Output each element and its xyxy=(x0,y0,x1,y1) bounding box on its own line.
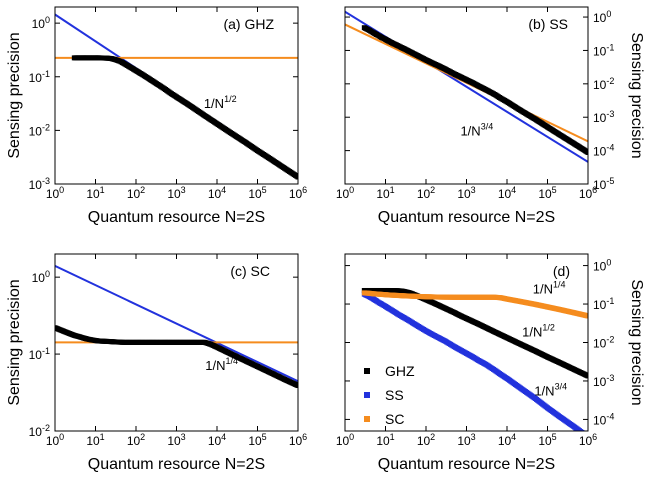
y-tick-label: 10-3 xyxy=(593,373,614,389)
data-point xyxy=(295,383,298,389)
y-axis-label: Sensing precision xyxy=(6,32,23,158)
y-axis-label: Sensing precision xyxy=(628,279,645,405)
x-tick-label: 104 xyxy=(498,185,516,201)
plot-area xyxy=(55,13,298,180)
x-tick-label: 106 xyxy=(289,432,307,448)
x-tick-label: 101 xyxy=(86,185,104,201)
panel-4: 100 101 102 103 104 105 106 10-4 10-3 10-2 10-1 100… xyxy=(336,253,645,473)
panel-3: 100 101 102 103 104 105 10610-210-1100Quantum … xyxy=(6,253,307,473)
series-ghz xyxy=(71,55,298,180)
panel-label: (a) GHZ xyxy=(223,16,274,32)
x-tick-label: 103 xyxy=(457,185,475,201)
data-point xyxy=(585,313,588,319)
x-tick-label: 100 xyxy=(46,432,64,448)
x-tick-label: 100 xyxy=(336,432,354,448)
x-tick-label: 106 xyxy=(289,185,307,201)
series-ss xyxy=(361,291,586,431)
panel-1: 100 101 102 103 104 105 10610-310-210-1100Quan… xyxy=(6,6,307,226)
series-sc xyxy=(55,325,298,389)
scaling-annotation: 1/N1/4 xyxy=(205,356,238,373)
x-tick-label: 105 xyxy=(538,185,556,201)
y-tick-label: 10-5 xyxy=(593,176,614,192)
legend-label: SC xyxy=(385,411,404,427)
y-axis-label: Sensing precision xyxy=(6,279,23,405)
y-tick-label: 10-1 xyxy=(29,346,50,362)
x-tick-label: 106 xyxy=(579,432,597,448)
panel-label: (d) xyxy=(553,263,570,279)
scaling-annotation: 1/N1/4 xyxy=(533,279,566,296)
scaling-annotation: 1/N1/2 xyxy=(522,322,555,339)
y-tick-label: 100 xyxy=(32,15,50,31)
x-tick-label: 102 xyxy=(127,185,145,201)
x-axis-label: Quantum resource N=2S xyxy=(88,456,265,473)
x-tick-label: 102 xyxy=(417,185,435,201)
x-tick-label: 104 xyxy=(208,432,226,448)
scaling-annotation: 1/N3/4 xyxy=(534,381,567,398)
x-axis-label: Quantum resource N=2S xyxy=(88,209,265,226)
y-tick-label: 10-1 xyxy=(593,42,614,58)
x-tick-label: 102 xyxy=(417,432,435,448)
legend-marker xyxy=(364,392,370,398)
y-tick-label: 10-2 xyxy=(29,122,50,138)
x-tick-label: 105 xyxy=(538,432,556,448)
y-tick-label: 100 xyxy=(32,269,50,285)
x-tick-label: 104 xyxy=(498,432,516,448)
y-axis-label: Sensing precision xyxy=(628,32,645,158)
x-tick-label: 103 xyxy=(457,432,475,448)
legend-label: SS xyxy=(385,387,404,403)
y-tick-label: 10-1 xyxy=(593,296,614,312)
panel-2: 100 101 102 103 104 105 10610-510-410-310-210-… xyxy=(336,6,645,226)
y-tick-label: 10-4 xyxy=(593,411,614,427)
legend-marker xyxy=(364,416,370,422)
y-tick-label: 100 xyxy=(593,9,611,25)
x-tick-label: 103 xyxy=(167,432,185,448)
plot-area xyxy=(361,287,588,431)
y-tick-label: 10-4 xyxy=(593,143,614,159)
x-tick-label: 100 xyxy=(336,185,354,201)
data-point xyxy=(295,174,298,180)
x-axis-label: Quantum resource N=2S xyxy=(378,456,555,473)
plot-area xyxy=(345,10,588,163)
plot-area xyxy=(55,265,298,389)
legend-marker xyxy=(364,368,370,374)
x-tick-label: 101 xyxy=(86,432,104,448)
x-tick-label: 100 xyxy=(46,185,64,201)
series-ss xyxy=(361,25,588,155)
x-tick-label: 105 xyxy=(248,432,266,448)
data-point xyxy=(579,429,585,431)
panel-label: (b) SS xyxy=(528,16,568,32)
panel-label: (c) SC xyxy=(230,263,270,279)
x-tick-label: 101 xyxy=(376,432,394,448)
legend-label: GHZ xyxy=(385,363,415,379)
y-tick-label: 100 xyxy=(593,258,611,274)
x-tick-label: 104 xyxy=(208,185,226,201)
data-point xyxy=(585,373,588,379)
y-tick-label: 10-2 xyxy=(593,335,614,351)
scaling-annotation: 1/N1/2 xyxy=(204,94,237,111)
x-tick-label: 101 xyxy=(376,185,394,201)
data-point xyxy=(585,149,588,155)
x-tick-label: 105 xyxy=(248,185,266,201)
y-tick-label: 10-2 xyxy=(593,76,614,92)
reference-line xyxy=(55,265,298,383)
scaling-annotation: 1/N3/4 xyxy=(460,122,493,139)
legend: GHZ SS SC xyxy=(364,363,415,427)
series-ghz xyxy=(361,287,588,379)
y-tick-label: 10-3 xyxy=(593,109,614,125)
y-tick-label: 10-1 xyxy=(29,69,50,85)
x-tick-label: 102 xyxy=(127,432,145,448)
series-sc xyxy=(361,290,588,319)
x-tick-label: 103 xyxy=(167,185,185,201)
x-axis-label: Quantum resource N=2S xyxy=(378,209,555,226)
